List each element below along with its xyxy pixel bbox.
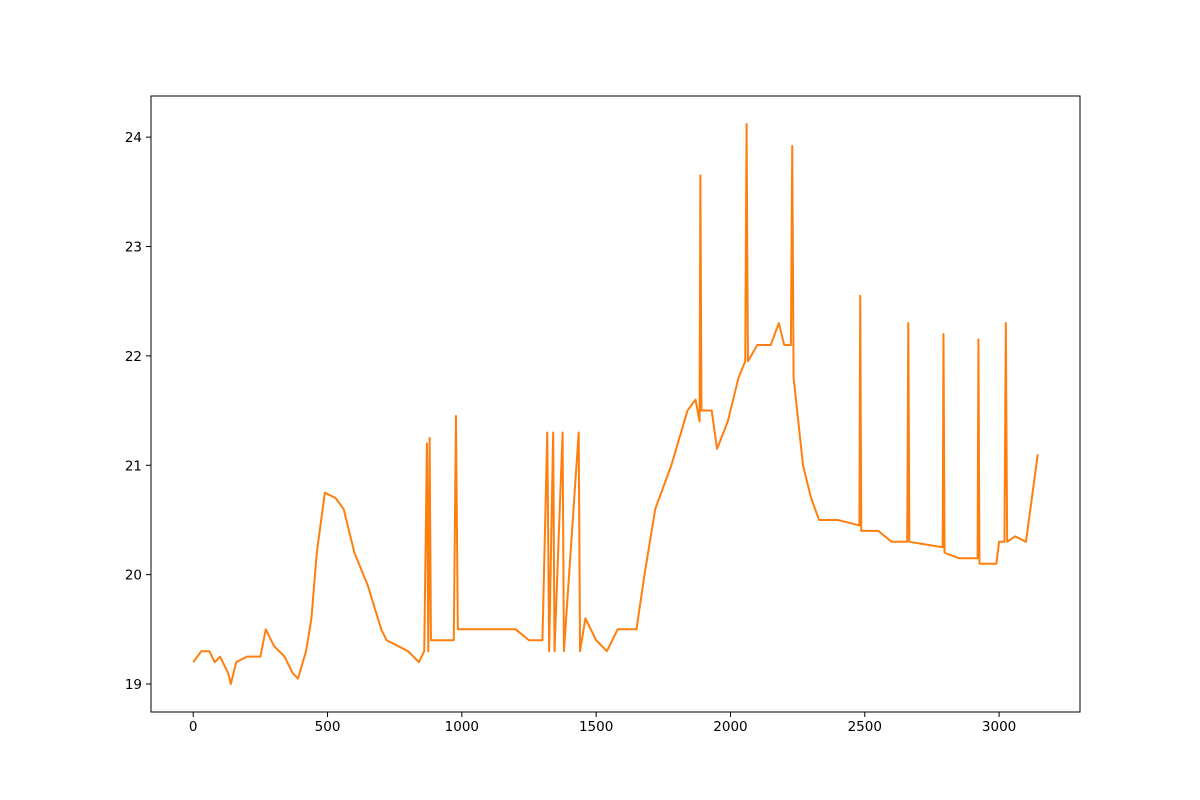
x-tick-label: 0 bbox=[189, 719, 198, 735]
y-tick-label: 23 bbox=[125, 240, 142, 256]
axes-frame bbox=[150, 95, 1081, 713]
data-line bbox=[192, 123, 1039, 685]
x-tick-label: 2000 bbox=[713, 719, 747, 735]
plot-area bbox=[151, 96, 1080, 712]
y-tick-label: 19 bbox=[125, 677, 142, 693]
x-tick-label: 1000 bbox=[445, 719, 479, 735]
x-tick-label: 2500 bbox=[848, 719, 882, 735]
y-tick-label: 22 bbox=[125, 349, 142, 365]
x-tick-label: 1500 bbox=[579, 719, 613, 735]
y-tick-label: 20 bbox=[125, 568, 142, 584]
x-tick-label: 3000 bbox=[982, 719, 1016, 735]
y-tick-label: 24 bbox=[125, 130, 142, 146]
y-tick-label: 21 bbox=[125, 458, 142, 474]
x-tick-label: 500 bbox=[315, 719, 341, 735]
